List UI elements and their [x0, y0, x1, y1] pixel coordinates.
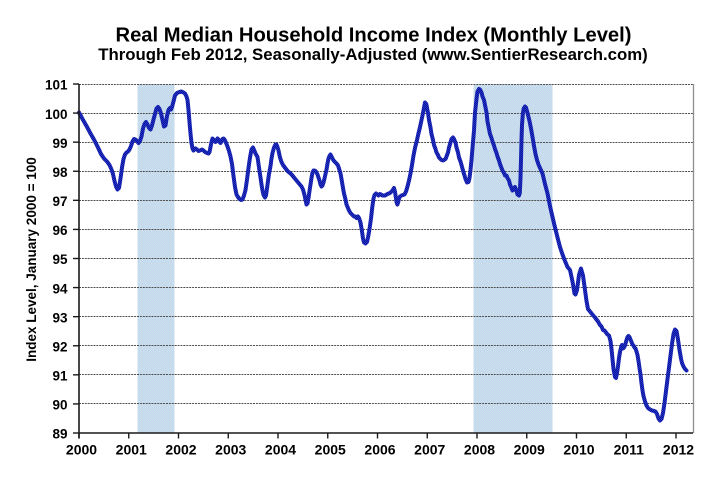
svg-text:2005: 2005 [315, 442, 346, 458]
svg-text:99: 99 [52, 136, 67, 151]
svg-text:2001: 2001 [116, 442, 147, 458]
svg-text:98: 98 [52, 165, 68, 180]
svg-text:100: 100 [45, 107, 68, 122]
svg-text:91: 91 [52, 369, 68, 384]
svg-text:2012: 2012 [663, 442, 694, 458]
svg-text:90: 90 [52, 398, 67, 413]
svg-text:Index Level, January 2000 = 10: Index Level, January 2000 = 100 [24, 157, 39, 362]
svg-text:2000: 2000 [66, 442, 97, 458]
svg-text:94: 94 [52, 281, 68, 296]
svg-text:2011: 2011 [614, 442, 645, 458]
svg-text:2009: 2009 [514, 442, 545, 458]
svg-text:Through Feb 2012, Seasonally-A: Through Feb 2012, Seasonally-Adjusted (w… [98, 45, 648, 64]
svg-text:2002: 2002 [165, 442, 196, 458]
svg-text:2010: 2010 [563, 442, 594, 458]
svg-text:2004: 2004 [265, 442, 296, 458]
svg-text:89: 89 [52, 427, 67, 442]
svg-text:97: 97 [52, 194, 67, 209]
svg-text:96: 96 [52, 223, 68, 238]
svg-text:2003: 2003 [215, 442, 246, 458]
svg-text:Real Median Household Income I: Real Median Household Income Index (Mont… [116, 25, 632, 47]
svg-text:92: 92 [52, 339, 67, 354]
svg-text:2006: 2006 [364, 442, 395, 458]
svg-text:2007: 2007 [414, 442, 445, 458]
svg-text:101: 101 [45, 78, 68, 93]
svg-text:95: 95 [52, 252, 68, 267]
svg-text:2008: 2008 [464, 442, 495, 458]
svg-text:93: 93 [52, 310, 68, 325]
